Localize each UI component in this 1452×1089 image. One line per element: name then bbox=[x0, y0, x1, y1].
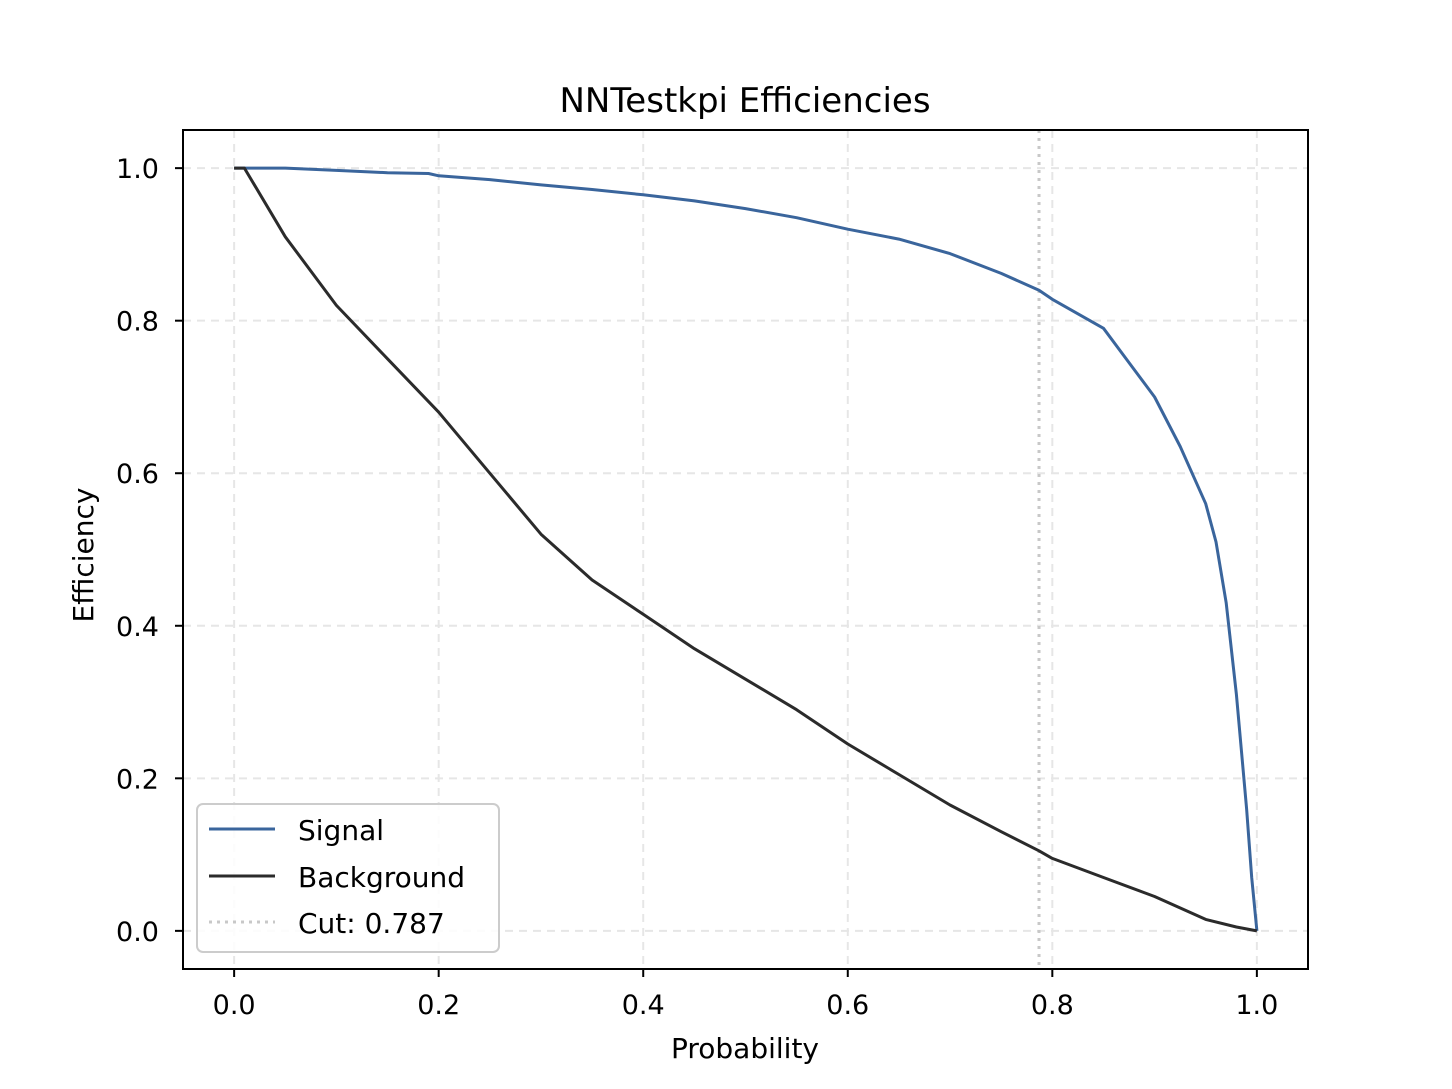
y-tick-label: 1.0 bbox=[116, 154, 159, 185]
y-tick-label: 0.2 bbox=[116, 764, 159, 795]
legend: Signal Background Cut: 0.787 bbox=[196, 803, 500, 953]
legend-background-label: Background bbox=[298, 861, 465, 894]
chart-title: NNTestkpi Efficiencies bbox=[559, 81, 930, 121]
legend-signal-label: Signal bbox=[298, 814, 384, 847]
y-tick-label: 0.0 bbox=[116, 917, 159, 948]
axis-ticks: 0.0 0.2 0.4 0.6 0.8 1.0 0.0 0.2 0.4 0.6 0.8 1.0 bbox=[116, 154, 1278, 1021]
x-tick-label: 0.8 bbox=[1031, 990, 1074, 1021]
y-axis-label: Efficiency bbox=[67, 488, 100, 623]
legend-box bbox=[196, 803, 500, 953]
axes-frame bbox=[182, 129, 1309, 970]
y-tick-label: 0.8 bbox=[116, 307, 159, 338]
series-line-signal bbox=[234, 166, 1259, 932]
x-tick-label: 0.0 bbox=[213, 990, 256, 1021]
x-tick-label: 0.6 bbox=[826, 990, 869, 1021]
x-axis-label: Probability bbox=[671, 1032, 819, 1065]
x-tick-label: 0.2 bbox=[417, 990, 460, 1021]
series-layer bbox=[234, 130, 1259, 969]
series-line-background bbox=[234, 166, 1258, 933]
y-tick-label: 0.6 bbox=[116, 459, 159, 490]
y-tick-label: 0.4 bbox=[116, 612, 159, 643]
x-tick-label: 0.4 bbox=[622, 990, 665, 1021]
x-tick-label: 1.0 bbox=[1235, 990, 1278, 1021]
legend-cut-label: Cut: 0.787 bbox=[298, 907, 445, 940]
